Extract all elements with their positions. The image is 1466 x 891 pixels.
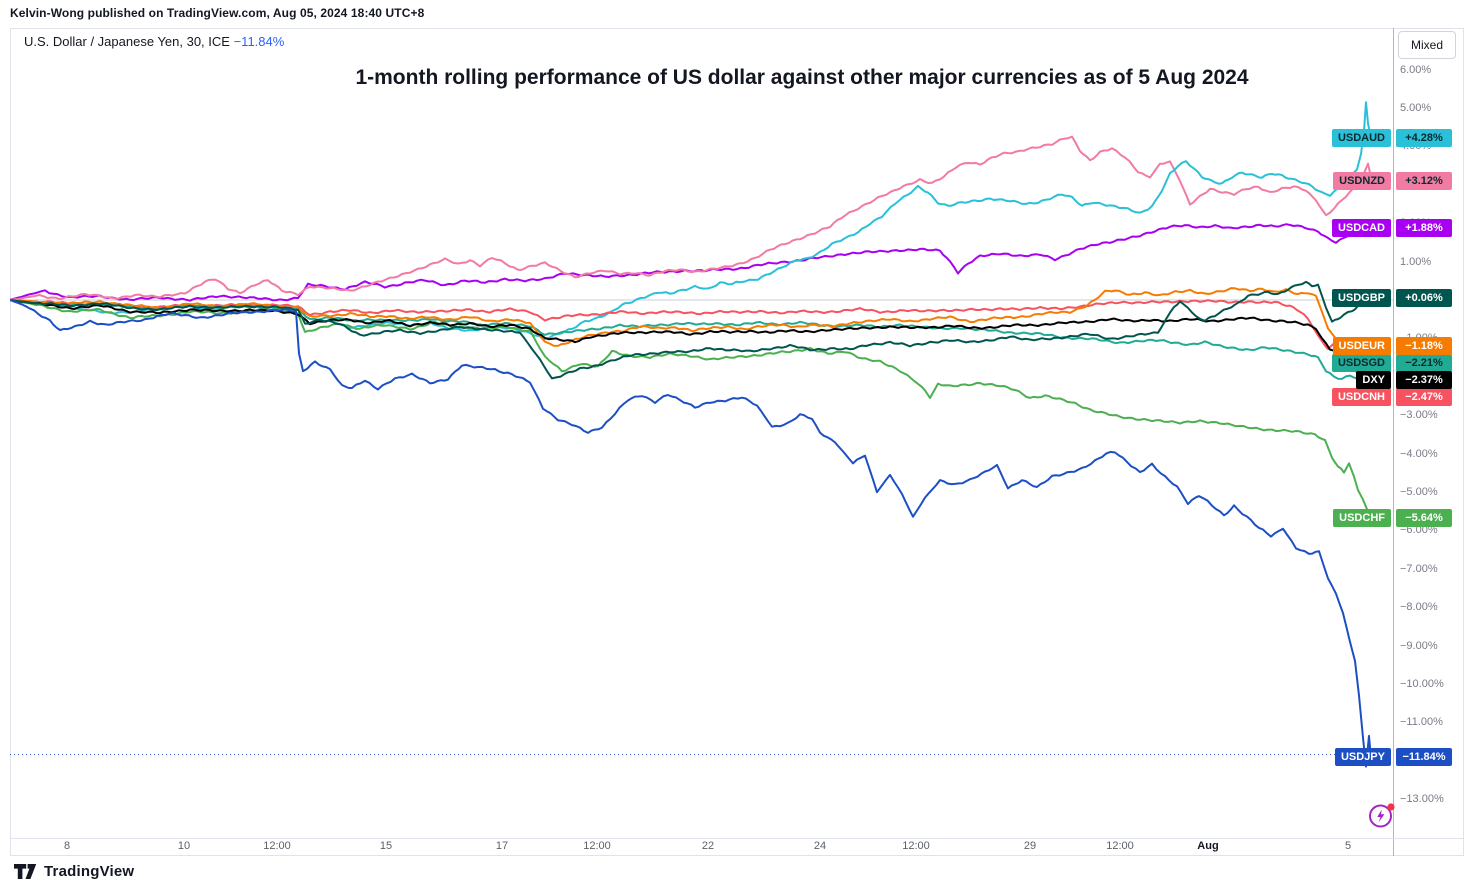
series-line-USDCNH[interactable] [10, 298, 1374, 396]
y-axis-tick: 6.00% [1400, 63, 1432, 76]
tradingview-logo-icon [14, 863, 37, 879]
x-axis-tick: 8 [63, 840, 71, 852]
series-price-label-USDNZD: +3.12% [1396, 172, 1452, 190]
series-price-label-USDCAD: +1.88% [1396, 219, 1452, 237]
x-axis-tick: 15 [379, 840, 393, 852]
y-axis-tick: −10.00% [1400, 678, 1444, 690]
x-axis-tick: 17 [495, 840, 509, 852]
y-axis-tick: 5.00% [1400, 102, 1432, 114]
series-line-USDCAD[interactable] [10, 223, 1374, 302]
x-axis-tick: 12:00 [1106, 840, 1134, 852]
series-name-label-USDNZD: USDNZD [1333, 172, 1391, 190]
y-axis-tick: −8.00% [1400, 601, 1438, 614]
x-axis-tick: 29 [1023, 840, 1037, 852]
x-axis-tick: 12:00 [583, 840, 611, 852]
x-axis-tick: 22 [701, 840, 715, 852]
series-name-label-USDSGD: USDSGD [1331, 354, 1391, 372]
series-name-label-USDCNH: USDCNH [1331, 388, 1391, 406]
series-line-USDAUD[interactable] [10, 101, 1374, 340]
tradingview-logo[interactable]: TradingView [14, 863, 134, 880]
y-axis-tick: −7.00% [1400, 562, 1438, 575]
x-axis-tick: 12:00 [902, 840, 930, 852]
y-axis-tick: −6.00% [1400, 524, 1438, 537]
x-axis-tick: 24 [813, 840, 827, 852]
x-axis-tick: 5 [1344, 840, 1352, 852]
y-axis-tick: −9.00% [1400, 639, 1438, 652]
series-line-USDJPY[interactable] [10, 298, 1374, 768]
series-name-label-USDEUR: USDEUR [1332, 337, 1391, 355]
series-name-label-USDJPY: USDJPY [1334, 748, 1391, 766]
series-price-label-USDCNH: −2.47% [1396, 388, 1452, 406]
attribution-text: Kelvin-Wong published on TradingView.com… [10, 6, 425, 20]
series-line-USDNZD[interactable] [10, 135, 1374, 301]
y-axis-tick: −4.00% [1400, 447, 1438, 460]
price-axis-line [1393, 28, 1394, 856]
y-axis-tick: −11.00% [1400, 716, 1443, 729]
series-line-USDCHF[interactable] [10, 299, 1375, 518]
time-axis-line [10, 838, 1464, 839]
series-price-label-USDJPY: −11.84% [1396, 748, 1452, 766]
series-price-label-USDCHF: −5.64% [1396, 509, 1452, 527]
symbol-change-value: −11.84% [233, 34, 285, 49]
page-title: 1-month rolling performance of US dollar… [355, 66, 1249, 89]
y-axis-tick: −3.00% [1400, 409, 1438, 422]
series-line-USDGBP[interactable] [10, 280, 1374, 380]
series-name-label-USDCHF: USDCHF [1333, 509, 1391, 527]
chart-widget [10, 28, 1464, 856]
series-name-label-DXY: DXY [1356, 371, 1391, 389]
series-price-label-USDEUR: −1.18% [1396, 337, 1452, 355]
price-scale-mode-button[interactable]: Mixed [1398, 31, 1456, 59]
tradingview-logo-text: TradingView [44, 863, 135, 880]
series-price-label-USDAUD: +4.28% [1396, 129, 1452, 147]
series-name-label-USDGBP: USDGBP [1331, 289, 1391, 307]
y-axis-tick: −5.00% [1400, 486, 1438, 498]
x-axis-tick: 10 [177, 840, 191, 852]
x-axis-tick: 12:00 [263, 840, 291, 852]
series-line-DXY[interactable] [10, 299, 1374, 392]
symbol-header: U.S. Dollar / Japanese Yen, 30, ICE −11.… [24, 34, 284, 49]
y-axis-tick: 1.00% [1400, 255, 1432, 268]
symbol-title: U.S. Dollar / Japanese Yen, 30, ICE [24, 34, 230, 49]
series-price-label-DXY: −2.37% [1396, 371, 1452, 389]
series-name-label-USDAUD: USDAUD [1331, 129, 1391, 147]
chart-plot-area[interactable] [10, 28, 1393, 838]
y-axis-tick: −13.00% [1400, 793, 1444, 806]
series-price-label-USDSGD: −2.21% [1396, 354, 1452, 372]
flash-icon[interactable] [1368, 802, 1395, 829]
series-name-label-USDCAD: USDCAD [1331, 219, 1391, 237]
x-axis-tick: Aug [1197, 840, 1219, 852]
series-price-label-USDGBP: +0.06% [1396, 289, 1452, 307]
